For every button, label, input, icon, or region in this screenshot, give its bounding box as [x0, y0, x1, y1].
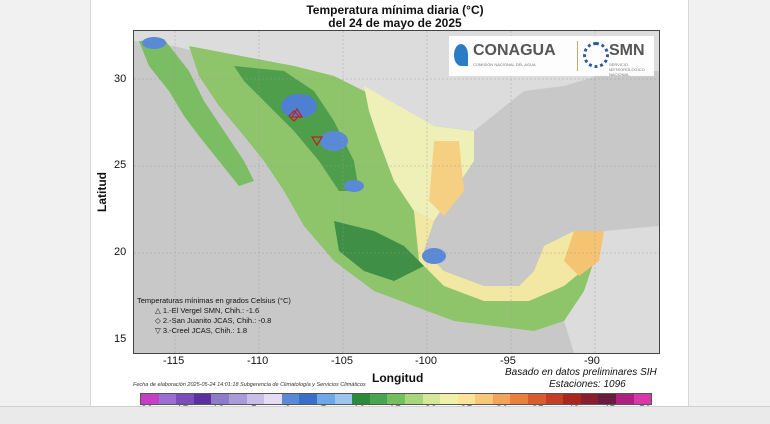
- gulf-yellow: [414, 211, 604, 301]
- legend-title: Temperaturas mínimas en grados Celsius (…: [137, 296, 291, 305]
- colorbar-swatch: [176, 394, 194, 404]
- smn-logo-icon: [583, 42, 609, 68]
- colorbar-swatch: [475, 394, 493, 404]
- colorbar-swatch: [281, 394, 300, 404]
- right-margin: [688, 0, 770, 423]
- estaciones-count: Estaciones: 1096: [549, 379, 626, 390]
- conagua-logo: CONAGUA: [473, 42, 556, 59]
- cold-spot-durango: [320, 131, 348, 151]
- colorbar-swatch: [422, 394, 441, 404]
- footer-text: Fecha de elaboración 2025-05-24 14:01:18…: [133, 382, 366, 388]
- station-marker-2: [288, 110, 300, 122]
- colorbar-swatch: [633, 394, 652, 404]
- colorbar-swatch: [334, 394, 353, 404]
- y-axis-label: Latitud: [95, 172, 109, 212]
- ytick-20: 20: [114, 246, 127, 258]
- legend-item-2: ◇ 2.-San Juanito JCAS, Chih.: -0.8: [137, 316, 291, 326]
- cold-spot-chihuahua: [281, 94, 317, 118]
- baja-california: [139, 39, 254, 186]
- central-highlands: [334, 221, 424, 281]
- ytick-25: 25: [114, 159, 127, 171]
- colorbar-swatch: [193, 394, 212, 404]
- colorbar-swatch: [141, 394, 159, 404]
- diamond-icon: ◇: [155, 316, 161, 325]
- x-axis-label: Longitud: [372, 371, 424, 385]
- left-margin: [0, 0, 91, 423]
- central-america-land: [564, 226, 659, 353]
- smn-subtitle: SERVICIO METEOROLÓGICO NACIONAL: [609, 62, 645, 77]
- legend-item-1-text: 1.-El Vergel SMN, Chih.: -1.6: [162, 306, 260, 315]
- legend-item-2-text: 2.-San Juanito JCAS, Chih.: -0.8: [162, 316, 272, 325]
- ytick-30: 30: [114, 73, 127, 85]
- colorbar-swatch: [211, 394, 229, 404]
- station-legend: Temperaturas mínimas en grados Celsius (…: [137, 296, 291, 336]
- station-marker-1: [290, 107, 304, 118]
- colorbar-swatch: [528, 394, 546, 404]
- colorbar-swatch: [246, 394, 265, 404]
- xtick-90: -90: [584, 355, 600, 367]
- colorbar-swatch: [440, 394, 458, 404]
- triangle-up-icon: △: [155, 306, 161, 315]
- map-title: Temperatura mínima diaria (°C): [306, 3, 484, 17]
- conagua-subtitle: COMISIÓN NACIONAL DEL AGUA: [473, 62, 536, 67]
- cold-spot-zacatecas: [344, 180, 364, 192]
- legend-item-3: ▽ 3.-Creel JCAS, Chih.: 1.8: [137, 326, 291, 336]
- xtick-95: -95: [500, 355, 516, 367]
- basado-note: Basado en datos preliminares SIH: [505, 367, 657, 378]
- colorbar-swatch: [316, 394, 335, 404]
- colorbar-swatch: [510, 394, 529, 404]
- graticule: [134, 31, 659, 353]
- logo-divider: [577, 41, 578, 71]
- cold-spot-baja-north: [142, 37, 166, 49]
- colorbar-swatch: [264, 394, 282, 404]
- xtick-115: -115: [163, 355, 185, 367]
- map-area: CONAGUA COMISIÓN NACIONAL DEL AGUA SMN S…: [133, 30, 660, 354]
- colorbar-swatch: [492, 394, 511, 404]
- colorbar-swatch: [352, 394, 370, 404]
- logo-panel: CONAGUA COMISIÓN NACIONAL DEL AGUA SMN S…: [449, 36, 654, 77]
- sierra-madre-occidental: [234, 66, 359, 191]
- temperature-map: [134, 31, 659, 353]
- map-subtitle: del 24 de mayo de 2025: [328, 16, 462, 30]
- xtick-105: -105: [331, 355, 354, 367]
- tamaulipas-orange: [429, 141, 464, 216]
- yucatan-orange: [564, 231, 604, 276]
- colorbar-swatch: [369, 394, 388, 404]
- colorbar-swatch: [616, 394, 634, 404]
- smn-logo: SMN: [609, 42, 645, 59]
- colorbar-swatch: [580, 394, 599, 404]
- xtick-110: -110: [247, 355, 269, 367]
- station-marker-3: [310, 136, 324, 147]
- bottom-bar: [0, 406, 770, 424]
- colorbar-swatch: [158, 394, 177, 404]
- cold-spot-central: [422, 248, 446, 264]
- ytick-15: 15: [114, 333, 127, 345]
- colorbar-swatch: [545, 394, 564, 404]
- triangle-down-icon: ▽: [155, 326, 161, 335]
- colorbar-swatch: [598, 394, 617, 404]
- colorbar-swatch: [563, 394, 581, 404]
- colorbar-swatch: [457, 394, 476, 404]
- xtick-100: -100: [415, 355, 438, 367]
- colorbar-swatch: [404, 394, 423, 404]
- legend-item-1: △ 1.-El Vergel SMN, Chih.: -1.6: [137, 306, 291, 316]
- colorbar-swatch: [387, 394, 405, 404]
- colorbar: [140, 393, 652, 405]
- conagua-logo-icon: [454, 44, 468, 66]
- colorbar-swatch: [299, 394, 317, 404]
- colorbar-swatch: [228, 394, 247, 404]
- legend-item-3-text: 3.-Creel JCAS, Chih.: 1.8: [162, 326, 248, 335]
